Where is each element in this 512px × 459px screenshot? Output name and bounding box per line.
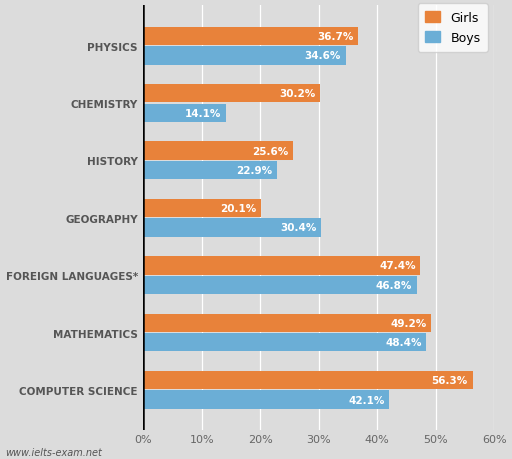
Bar (143, 257, 420, 275)
Bar (143, 47, 346, 65)
Text: 14.1%: 14.1% (185, 108, 221, 118)
Text: www.ielts-exam.net: www.ielts-exam.net (5, 447, 102, 457)
Bar (143, 276, 417, 294)
Text: 56.3%: 56.3% (432, 375, 468, 385)
Text: 30.4%: 30.4% (280, 223, 316, 233)
Legend: Girls, Boys: Girls, Boys (418, 4, 488, 52)
Bar (143, 199, 261, 218)
Bar (143, 371, 473, 390)
Bar (143, 219, 321, 237)
Text: 22.9%: 22.9% (237, 166, 272, 176)
Bar (143, 314, 431, 332)
Bar (143, 104, 226, 123)
Text: 20.1%: 20.1% (220, 203, 256, 213)
Text: 34.6%: 34.6% (305, 51, 341, 61)
Bar (143, 162, 277, 180)
Bar (143, 28, 358, 46)
Text: 25.6%: 25.6% (252, 146, 288, 156)
Text: 49.2%: 49.2% (390, 318, 426, 328)
Text: 36.7%: 36.7% (317, 32, 353, 42)
Bar (143, 85, 320, 103)
Bar (143, 391, 390, 409)
Text: 47.4%: 47.4% (379, 261, 416, 271)
Text: 48.4%: 48.4% (385, 337, 422, 347)
Text: 46.8%: 46.8% (376, 280, 412, 290)
Bar (143, 142, 293, 160)
Bar (143, 333, 426, 352)
Text: 42.1%: 42.1% (349, 395, 385, 405)
Text: 30.2%: 30.2% (279, 89, 315, 99)
